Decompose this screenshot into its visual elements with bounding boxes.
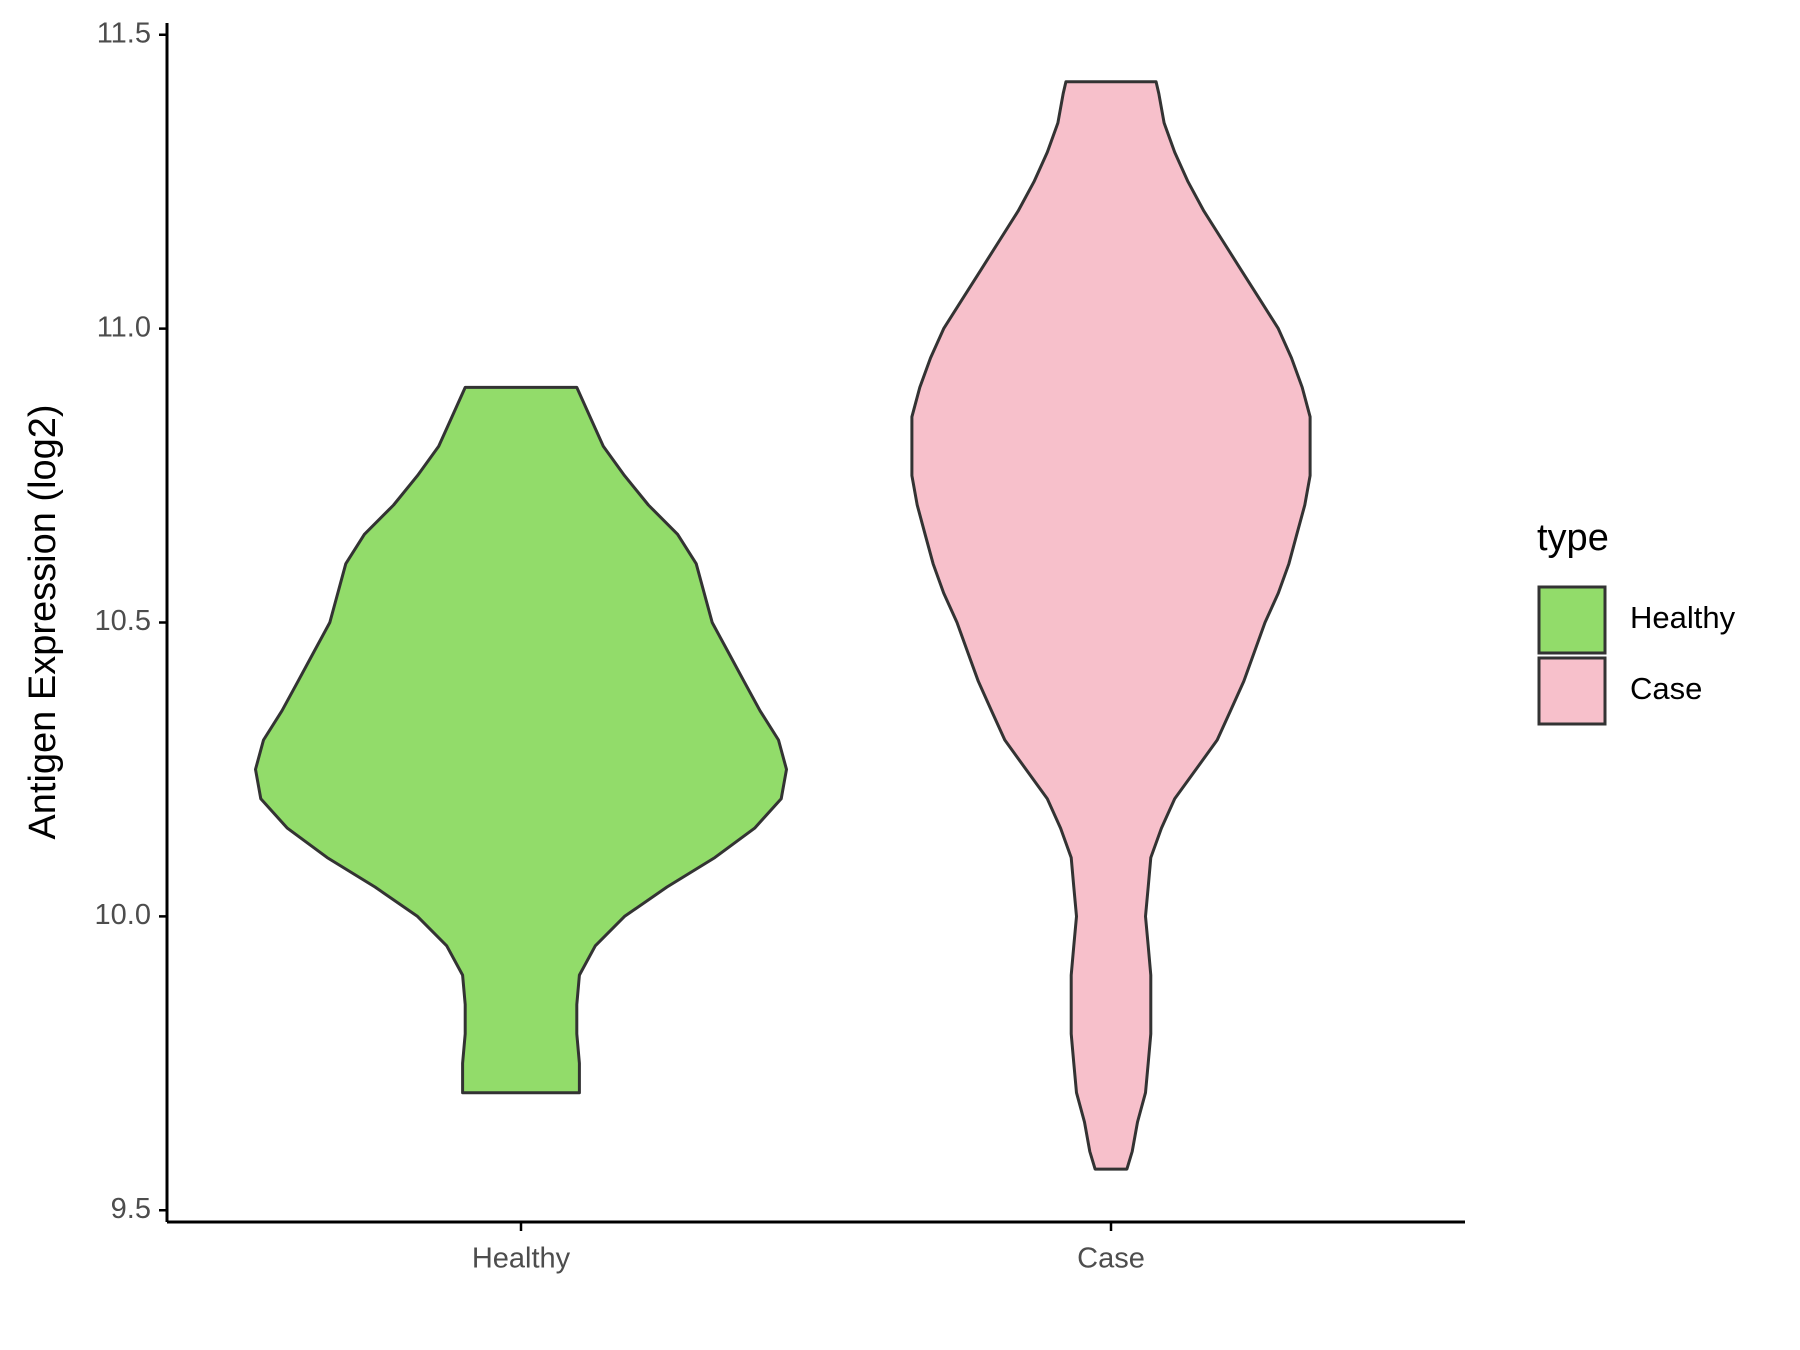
- legend-label: Case: [1630, 671, 1702, 706]
- y-tick-label: 9.5: [111, 1193, 151, 1225]
- legend-title: type: [1537, 517, 1609, 559]
- violin: [910, 80, 1312, 1171]
- y-tick-label: 10.5: [95, 605, 151, 637]
- y-axis-title: Antigen Expression (log2): [22, 404, 64, 839]
- y-tick-label: 11.0: [97, 311, 151, 343]
- violin: [254, 385, 788, 1095]
- y-tick-label: 10.0: [95, 899, 151, 931]
- legend-label: Healthy: [1630, 600, 1736, 635]
- legend-swatch: [1537, 585, 1607, 655]
- x-tick-label: Case: [1077, 1243, 1145, 1275]
- legend-swatch: [1537, 656, 1607, 726]
- x-tick-label: Healthy: [472, 1243, 571, 1275]
- y-tick-label: 11.5: [97, 17, 151, 49]
